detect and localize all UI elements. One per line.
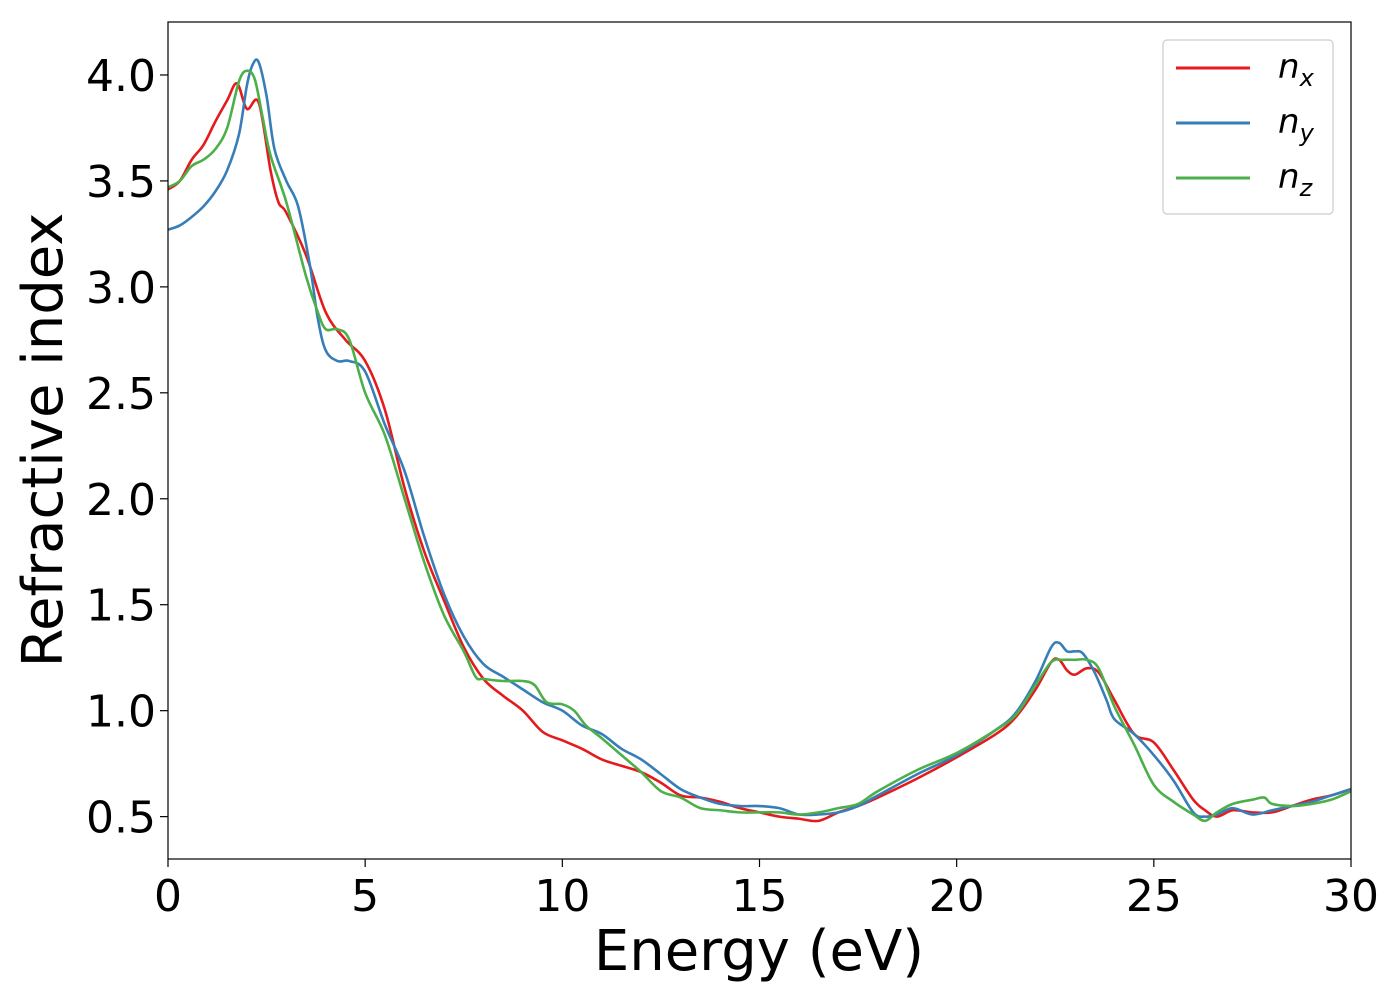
series-line-y <box>168 58 1351 819</box>
y-tick-label: 3.5 <box>86 157 156 208</box>
x-tick-label: 30 <box>1323 871 1379 922</box>
y-tick-label: 2.0 <box>86 475 156 526</box>
y-tick-label: 3.0 <box>86 263 156 314</box>
y-tick-label: 2.5 <box>86 369 156 420</box>
x-tick-label: 0 <box>154 871 182 922</box>
y-tick-label: 1.0 <box>86 687 156 738</box>
y-axis-title: Refractive index <box>11 213 76 668</box>
y-tick-label: 0.5 <box>86 793 156 844</box>
x-axis-title: Energy (eV) <box>594 919 924 984</box>
legend-box <box>1162 39 1334 215</box>
y-tick-label: 1.5 <box>86 581 156 632</box>
x-tick-label: 10 <box>534 871 590 922</box>
plot-background <box>168 22 1351 859</box>
x-tick-label: 20 <box>929 871 985 922</box>
x-tick-label: 15 <box>732 871 788 922</box>
y-tick-label: 4.0 <box>86 51 156 102</box>
series-line-z <box>168 69 1351 823</box>
legend-label-y: ny <box>1278 102 1315 147</box>
series-line-x <box>168 82 1351 823</box>
series-layer <box>168 58 1351 823</box>
y-axis: 0.5 1.0 1.5 2.0 2.5 3.0 3.5 4.0 <box>86 51 168 844</box>
x-tick-label: 5 <box>351 871 379 922</box>
x-axis: 0 5 10 15 20 25 30 <box>154 859 1379 922</box>
x-tick-label: 25 <box>1126 871 1182 922</box>
